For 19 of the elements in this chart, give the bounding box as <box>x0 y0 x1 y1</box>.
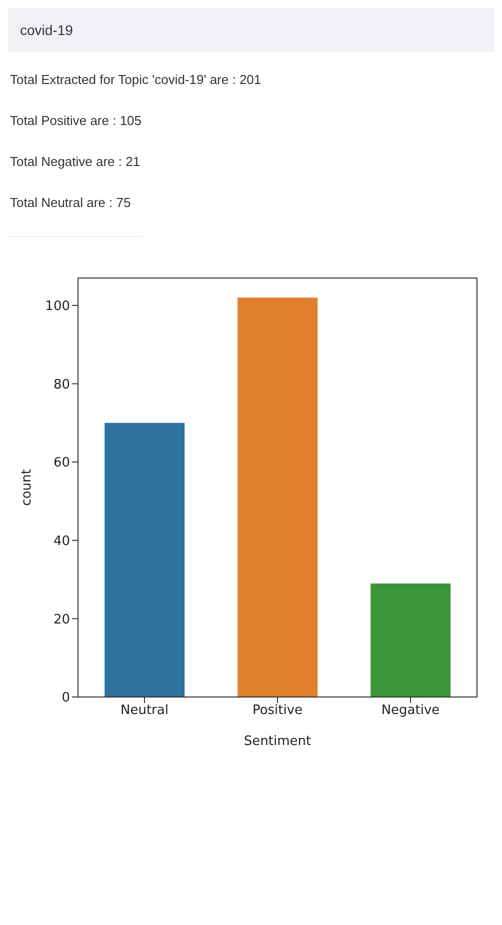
text: Total Extracted for Topic 'covid-19' are : 201 <box>10 72 262 87</box>
y-tick-label: 80 <box>53 377 70 392</box>
text: Total Negative are : 21 <box>10 154 142 169</box>
x-tick-label: Neutral <box>120 703 168 718</box>
bar <box>104 422 185 697</box>
y-tick-label: 20 <box>53 612 70 628</box>
y-tick-label: 40 <box>53 534 70 549</box>
x-tick-label: Positive <box>252 703 303 718</box>
text: covid-19 <box>8 8 494 52</box>
bar <box>370 583 451 697</box>
text: Total Neutral are : 75 <box>10 195 132 210</box>
y-tick-label: 60 <box>53 456 70 471</box>
y-tick-label: 100 <box>45 299 70 314</box>
y-tick-label: 0 <box>62 690 70 706</box>
x-tick-label: Negative <box>381 703 440 718</box>
x-axis-title: Sentiment <box>244 734 312 749</box>
text: Total Positive are : 105 <box>10 113 143 128</box>
y-axis-title: count <box>20 469 35 506</box>
bar <box>238 298 318 697</box>
